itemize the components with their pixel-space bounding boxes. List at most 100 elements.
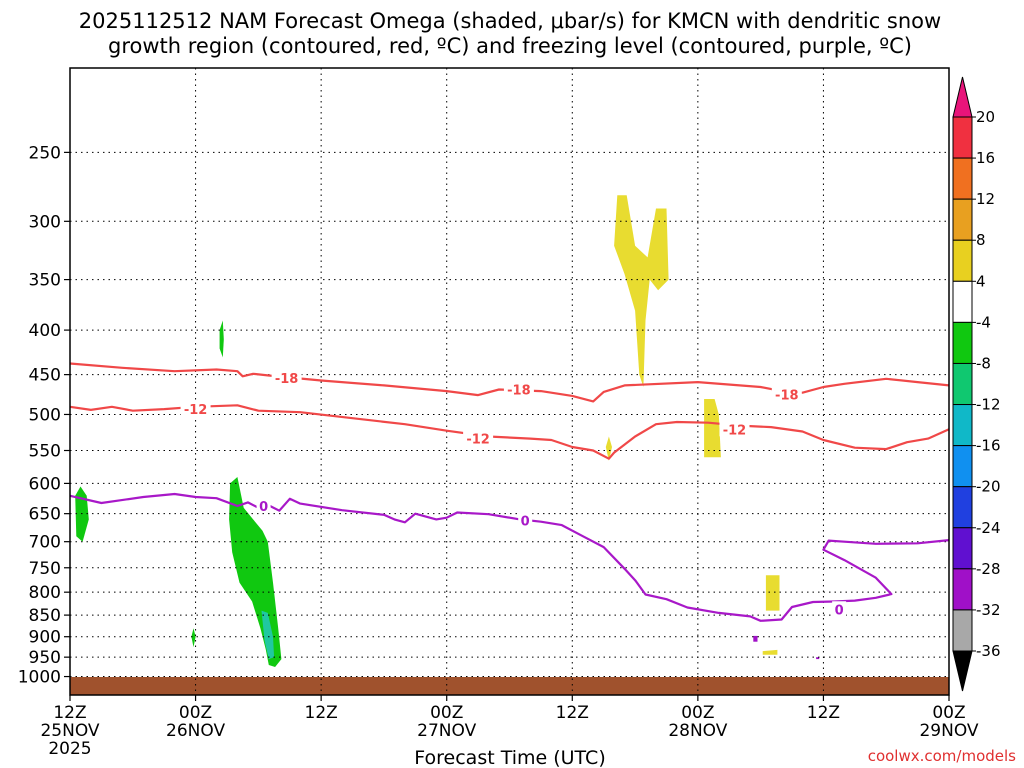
yellow-region-mid xyxy=(704,399,721,458)
contour-label: 0 xyxy=(259,500,268,515)
plot-frame xyxy=(69,67,950,696)
purple-dot-region xyxy=(753,635,758,642)
x-tick-label-date: 25NOV xyxy=(40,721,99,741)
colorbar-tick-label: 20 xyxy=(976,108,995,126)
x-tick-label-date: 26NOV xyxy=(166,721,225,741)
y-tick-label: 300 xyxy=(29,212,61,232)
colorbar-segment xyxy=(952,116,973,159)
contour-label: -18 xyxy=(775,388,799,403)
colorbar-tick-label: -20 xyxy=(976,478,1001,496)
x-tick-label-hour: 12Z xyxy=(556,703,589,723)
x-tick-label-year: 2025 xyxy=(48,739,91,759)
chart-title-line-1: 2025112512 NAM Forecast Omega (shaded, μ… xyxy=(79,9,941,33)
y-tick-label: 700 xyxy=(29,533,61,553)
yellow-region-spike xyxy=(605,436,612,461)
contour-label-background xyxy=(719,421,750,437)
contour-label-background xyxy=(771,386,802,402)
x-tick-label-hour: 00Z xyxy=(681,703,714,723)
x-axis-label: Forecast Time (UTC) xyxy=(414,747,605,768)
x-tick-label-hour: 00Z xyxy=(932,703,965,723)
freezing-level-contour-0 xyxy=(69,492,950,622)
y-tick-label: 1000 xyxy=(18,668,61,688)
y-tick-label: 950 xyxy=(29,648,61,668)
x-tick-label-hour: 12Z xyxy=(53,703,86,723)
contour-label: 0 xyxy=(521,515,530,530)
contour-label-background xyxy=(832,601,847,617)
y-tick-label: 500 xyxy=(29,405,61,425)
contour-label: -12 xyxy=(723,423,747,438)
yellow-region-low xyxy=(765,575,780,611)
x-tick-label-date: 28NOV xyxy=(668,721,727,741)
colorbar-tick-label: -32 xyxy=(976,601,1001,619)
y-tick-label: 900 xyxy=(29,628,61,648)
green-region-small-400 xyxy=(219,320,224,358)
colorbar-segment xyxy=(952,404,973,447)
x-tick-label-hour: 12Z xyxy=(807,703,840,723)
omega-shading-layer xyxy=(75,195,820,667)
colorbar-tick-label: -24 xyxy=(976,519,1001,537)
contour-label-background xyxy=(463,430,494,446)
y-tick-label: 600 xyxy=(29,474,61,494)
x-tick-label-hour: 00Z xyxy=(430,703,463,723)
colorbar-segment xyxy=(952,280,973,323)
yellow-region-upper xyxy=(614,195,669,387)
contour-label: -12 xyxy=(184,403,208,418)
colorbar-tick-label: -4 xyxy=(976,313,991,331)
colorbar-segment xyxy=(952,198,973,241)
y-tick-label: 250 xyxy=(29,143,61,163)
y-tick-label: 750 xyxy=(29,559,61,579)
contour-label-background xyxy=(518,512,533,528)
contour-label: -18 xyxy=(507,383,531,398)
colorbar-tick-label: -36 xyxy=(976,642,1001,660)
colorbar-top-arrow xyxy=(952,76,973,118)
y-tick-label: 800 xyxy=(29,583,61,603)
temp-contour-minus18 xyxy=(69,362,950,403)
colorbar-tick-label: 12 xyxy=(976,190,995,208)
colorbar-bottom-arrow xyxy=(952,650,973,692)
colorbar-tick-label: -28 xyxy=(976,560,1001,578)
colorbar-tick-label: -8 xyxy=(976,354,991,372)
colorbar-segment xyxy=(952,445,973,488)
colorbar-tick-label: 8 xyxy=(976,231,986,249)
contour-label-background xyxy=(503,381,534,397)
colorbar-segment xyxy=(952,321,973,364)
colorbar: 20 16 12 8 4 -4 -8 -12 -16 -20 -24 -28 -32 -36 xyxy=(952,76,1001,692)
colorbar-tick-label: 4 xyxy=(976,272,986,290)
y-tick-label: 650 xyxy=(29,505,61,525)
y-tick-label: 550 xyxy=(29,442,61,462)
colorbar-segment xyxy=(952,239,973,282)
colorbar-segment xyxy=(952,486,973,529)
colorbar-segment xyxy=(952,609,973,652)
x-tick-label-date: 27NOV xyxy=(417,721,476,741)
x-tick-label-hour: 00Z xyxy=(179,703,212,723)
chart-title-line-2: growth region (contoured, red, ºC) and f… xyxy=(108,34,912,58)
colorbar-tick-label: -12 xyxy=(976,396,1001,414)
x-tick-label-hour: 12Z xyxy=(305,703,338,723)
contour-layer: -18 -18 -18 -12 -12 -12 0 0 0 xyxy=(69,362,950,622)
colorbar-segment xyxy=(952,362,973,406)
contour-label-background xyxy=(271,369,302,385)
colorbar-segment xyxy=(952,527,973,570)
teal-region-main xyxy=(261,610,275,660)
ground-surface xyxy=(70,677,949,695)
colorbar-segment xyxy=(952,568,973,611)
yellow-region-small xyxy=(762,649,778,655)
purple-dot-region-2 xyxy=(816,657,820,660)
y-axis-ticks: 2503003504004505005506006507007508008509… xyxy=(18,143,70,688)
y-tick-label: 400 xyxy=(29,321,61,341)
contour-label: -18 xyxy=(275,372,299,387)
contour-label: -12 xyxy=(466,433,490,448)
credit-text: coolwx.com/models xyxy=(868,747,1016,765)
colorbar-segment xyxy=(952,157,973,200)
contour-label-background xyxy=(256,498,271,514)
x-tick-label-date: 29NOV xyxy=(919,721,978,741)
colorbar-tick-label: 16 xyxy=(976,149,995,167)
colorbar-tick-label: -16 xyxy=(976,437,1001,455)
y-tick-label: 450 xyxy=(29,366,61,386)
green-region-small-900 xyxy=(191,628,196,648)
contour-label: 0 xyxy=(835,603,844,618)
contour-label-background xyxy=(180,401,211,417)
y-tick-label: 850 xyxy=(29,606,61,626)
